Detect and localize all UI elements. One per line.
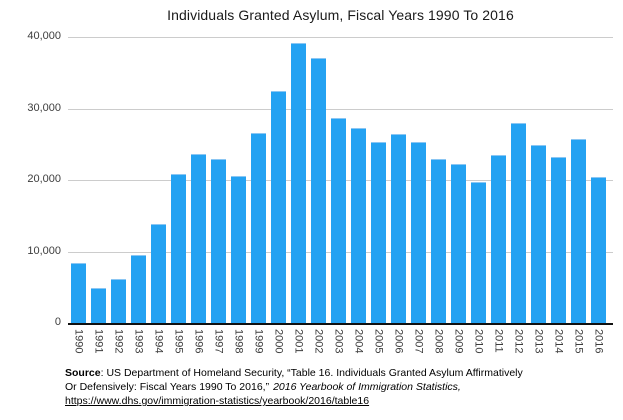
x-axis-tick-label: 2011 xyxy=(492,329,505,353)
bar-2013 xyxy=(531,144,546,323)
x-axis-tick-label: 2006 xyxy=(392,329,405,354)
x-axis-tick-label: 1996 xyxy=(192,329,205,354)
bar-1995 xyxy=(171,174,186,323)
y-axis-tick-label: 30,000 xyxy=(27,101,61,114)
x-axis-tick-label: 2004 xyxy=(352,329,365,354)
bar-1992 xyxy=(111,278,126,323)
x-axis-tick-label: 2000 xyxy=(272,329,285,354)
bar-2015 xyxy=(571,138,586,323)
bar-2005 xyxy=(371,142,386,323)
bar-2008 xyxy=(431,158,446,323)
gridline xyxy=(68,108,613,110)
source-link[interactable]: https://www.dhs.gov/immigration-statisti… xyxy=(65,395,370,407)
bar-1991 xyxy=(91,287,106,323)
x-axis-tick-label: 2013 xyxy=(532,329,545,354)
bar-2007 xyxy=(411,142,426,323)
x-axis-tick-label: 2016 xyxy=(592,329,605,354)
bar-2012 xyxy=(511,122,526,323)
bar-2002 xyxy=(311,58,326,323)
bar-1999 xyxy=(251,132,266,323)
y-axis-tick-label: 20,000 xyxy=(27,173,61,185)
bar-1994 xyxy=(151,224,166,323)
bar-1996 xyxy=(191,154,206,323)
source-line-1: Source: US Department of Homeland Securi… xyxy=(65,367,523,379)
x-axis-tick-label: 2012 xyxy=(512,329,525,354)
bar-2004 xyxy=(351,127,366,323)
bar-2014 xyxy=(551,157,566,323)
x-axis-tick-label: 2009 xyxy=(452,329,465,354)
x-axis-tick-label: 1992 xyxy=(112,329,125,354)
x-axis-tick-label: 1998 xyxy=(232,329,245,354)
x-axis-tick-label: 2010 xyxy=(472,329,485,354)
source-label: Source xyxy=(65,367,101,379)
source-line-3: https://www.dhs.gov/immigration-statisti… xyxy=(65,394,585,408)
bar-2001 xyxy=(291,43,306,323)
x-axis-tick-label: 1993 xyxy=(132,329,145,354)
bar-1998 xyxy=(231,176,246,323)
bar-1990 xyxy=(71,262,86,323)
x-axis-tick-label: 1997 xyxy=(212,329,225,354)
x-axis: 1990 1991 1992 1993 1994 1995 1996 1997 1998 1999… xyxy=(68,329,613,367)
x-axis-tick-label: 2002 xyxy=(312,329,325,354)
x-axis-tick-label: 2015 xyxy=(572,329,585,354)
bar-1997 xyxy=(211,158,226,323)
bar-2009 xyxy=(451,164,466,323)
bar-2011 xyxy=(491,154,506,323)
bar-2006 xyxy=(391,133,406,323)
plot-area xyxy=(68,37,613,325)
chart-title: Individuals Granted Asylum, Fiscal Years… xyxy=(167,7,514,23)
bar-2003 xyxy=(331,117,346,323)
x-axis-tick-label: 2003 xyxy=(332,329,345,354)
bar-2016 xyxy=(591,177,606,323)
bar-2010 xyxy=(471,182,486,323)
y-axis-tick-label: 40,000 xyxy=(27,30,61,42)
x-axis-tick-label: 2001 xyxy=(292,329,305,354)
x-axis-tick-label: 2008 xyxy=(432,329,445,354)
x-axis-tick-label: 1991 xyxy=(92,329,105,354)
bar-1993 xyxy=(131,255,146,323)
source-publication: 2016 Yearbook of Immigration Statistics, xyxy=(273,381,461,393)
source-line-2: Or Defensively: Fiscal Years 1990 To 201… xyxy=(65,381,461,393)
y-axis: 40,000 30,000 20,000 10,000 0 xyxy=(0,30,61,328)
x-axis-tick-label: 2005 xyxy=(372,329,385,354)
x-axis-tick-label: 2007 xyxy=(412,329,425,354)
x-axis-tick-label: 1990 xyxy=(72,329,85,354)
y-axis-tick-label: 0 xyxy=(54,316,61,328)
y-axis-tick-label: 10,000 xyxy=(27,244,61,257)
x-axis-tick-label: 1995 xyxy=(172,329,185,354)
x-axis-tick-label: 1999 xyxy=(252,329,265,354)
bar-2000 xyxy=(271,91,286,323)
gridline xyxy=(68,37,613,38)
x-axis-tick-label: 2014 xyxy=(552,329,565,354)
source-note: Source: US Department of Homeland Securi… xyxy=(65,366,585,408)
x-axis-tick-label: 1994 xyxy=(152,329,165,354)
